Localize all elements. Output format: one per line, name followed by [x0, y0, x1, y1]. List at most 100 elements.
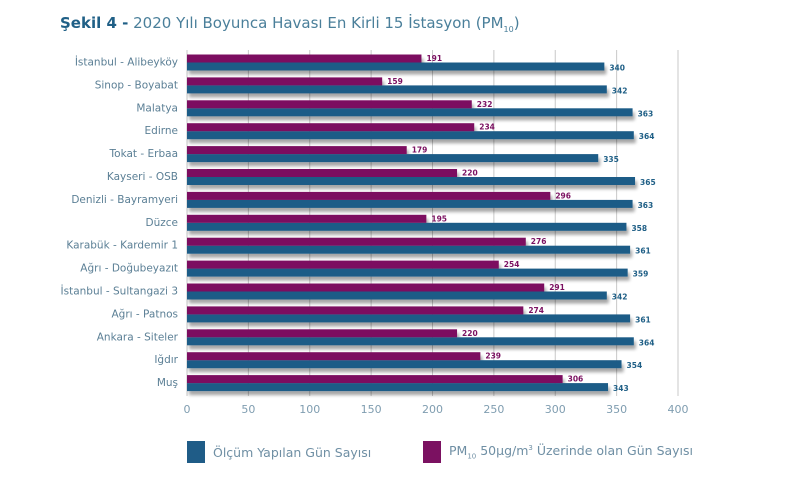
bar-group — [187, 169, 636, 185]
figure-label: Şekil 4 - — [60, 14, 129, 32]
bar-measured — [187, 245, 631, 254]
x-tick-label: 200 — [422, 403, 443, 416]
bar-group — [187, 77, 607, 94]
category-label: Ankara - Siteler — [97, 331, 179, 343]
data-label-exceed: 179 — [412, 146, 428, 155]
data-label-exceed: 276 — [531, 237, 547, 246]
bar-group — [187, 283, 607, 300]
bar-group — [187, 306, 631, 323]
legend-exceed-prefix: PM — [449, 443, 468, 459]
category-label: Muş — [157, 377, 178, 389]
data-label-exceed: 159 — [387, 77, 403, 86]
title-text: 2020 Yılı Boyunca Havası En Kirli 15 İst… — [133, 14, 504, 32]
bar-group — [187, 123, 634, 140]
bar-group — [187, 146, 599, 163]
bar-group — [187, 375, 609, 392]
bar-group — [187, 191, 633, 208]
bar-exceed — [187, 237, 526, 246]
bar-measured — [187, 62, 605, 71]
data-label-exceed: 274 — [528, 306, 544, 315]
category-label: Denizli - Bayramyeri — [71, 194, 178, 206]
category-label: Edirne — [145, 125, 178, 137]
bar-group — [187, 100, 633, 117]
bar-exceed — [187, 100, 472, 109]
category-label: Ağrı - Patnos — [111, 308, 178, 320]
data-label-measured: 343 — [613, 384, 629, 393]
legend-exceed-sup: 3 — [528, 444, 533, 453]
x-tick-label: 0 — [184, 403, 191, 416]
data-label-measured: 363 — [638, 109, 654, 118]
bar-group — [187, 352, 622, 369]
data-label-exceed: 291 — [549, 283, 565, 292]
bar-measured — [187, 177, 636, 185]
bar-exceed — [187, 123, 475, 132]
bar-exceed — [187, 146, 407, 155]
data-label-measured: 354 — [627, 361, 643, 370]
data-label-measured: 335 — [603, 155, 619, 164]
bar-measured — [187, 360, 622, 369]
data-label-measured: 364 — [639, 338, 655, 347]
bar-group — [187, 329, 634, 346]
legend-exceed-sub: 10 — [467, 452, 477, 461]
bar-group — [187, 260, 628, 277]
legend-swatch-exceed — [423, 441, 441, 463]
data-label-measured: 358 — [631, 224, 647, 233]
x-axis-ticks: 0 50 100 150 200 250 300 350 400 — [184, 403, 689, 416]
x-tick-label: 300 — [545, 403, 566, 416]
bar-exceed — [187, 191, 551, 200]
title-suffix: ) — [513, 14, 520, 32]
x-tick-label: 150 — [361, 403, 382, 416]
legend-item-measured: Ölçüm Yapılan Gün Sayısı — [187, 441, 371, 463]
bar-group — [187, 54, 605, 71]
data-label-exceed: 232 — [477, 100, 493, 109]
bar-exceed — [187, 214, 427, 223]
data-label-measured: 340 — [609, 64, 625, 73]
legend-label-exceed: PM10 50µg/m3 Üzerinde olan Gün Sayısı — [449, 443, 693, 461]
category-label: Ağrı - Doğubeyazıt — [80, 263, 178, 275]
data-label-measured: 365 — [640, 178, 656, 187]
bar-measured — [187, 314, 631, 323]
data-label-exceed: 239 — [485, 352, 501, 361]
bar-group — [187, 237, 631, 254]
data-label-measured: 361 — [635, 315, 651, 324]
bar-measured — [187, 291, 607, 300]
legend-exceed-mid: 50µg/m — [476, 443, 529, 459]
category-label: Düzce — [146, 217, 178, 229]
bar-measured — [187, 154, 599, 163]
bar-measured — [187, 383, 609, 392]
category-labels: İstanbul - Alibeyköy Sinop - Boyabat Malat… — [61, 56, 179, 390]
x-tick-label: 250 — [483, 403, 504, 416]
legend-swatch-measured — [187, 441, 205, 463]
category-label: İstanbul - Alibeyköy — [75, 56, 178, 69]
data-label-measured: 359 — [633, 270, 649, 279]
legend-item-exceed: PM10 50µg/m3 Üzerinde olan Gün Sayısı — [423, 441, 693, 463]
legend-label-measured: Ölçüm Yapılan Gün Sayısı — [213, 444, 372, 460]
category-label: Kayseri - OSB — [107, 171, 178, 183]
data-label-exceed: 191 — [426, 54, 442, 63]
category-label: Karabük - Kardemir 1 — [66, 240, 178, 252]
data-label-exceed: 306 — [568, 375, 584, 384]
data-label-exceed: 254 — [504, 260, 520, 269]
category-label: İstanbul - Sultangazi 3 — [61, 285, 178, 298]
bar-exceed — [187, 54, 422, 63]
category-label: Malatya — [136, 102, 178, 114]
data-label-exceed: 296 — [555, 191, 571, 200]
legend-exceed-suffix: Üzerinde olan Gün Sayısı — [532, 443, 694, 459]
data-label-exceed: 234 — [479, 123, 495, 132]
bar-exceed — [187, 352, 481, 361]
bar-measured — [187, 268, 628, 277]
bar-measured — [187, 337, 634, 346]
bar-measured — [187, 108, 633, 117]
bar-exceed — [187, 169, 458, 177]
data-label-measured: 363 — [638, 201, 654, 210]
bar-exceed — [187, 77, 383, 86]
bar-exceed — [187, 329, 458, 338]
data-label-exceed: 220 — [462, 329, 478, 338]
chart-title: Şekil 4 - 2020 Yılı Boyunca Havası En Ki… — [60, 14, 520, 34]
bar-group — [187, 214, 627, 231]
category-label: Sinop - Boyabat — [95, 79, 178, 91]
bars: 191 340 159 342 232 363 234 364 179 335 220 365 296 3… — [187, 54, 656, 393]
x-tick-label: 100 — [299, 403, 320, 416]
bar-exceed — [187, 306, 524, 315]
